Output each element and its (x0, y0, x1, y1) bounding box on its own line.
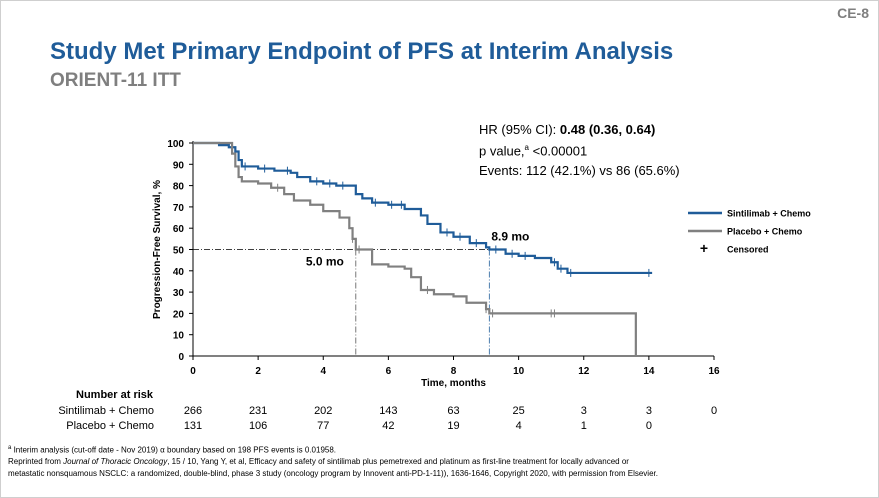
y-tick-label: 0 (178, 352, 184, 363)
x-tick-label: 8 (451, 366, 457, 377)
risk-cell: 0 (710, 405, 718, 417)
y-tick-label: 80 (173, 182, 185, 193)
median-label-placebo: 5.0 mo (306, 255, 344, 269)
footnote-2-rest: , 15 / 10, Yang Y, et al, Efficacy and s… (167, 457, 629, 466)
events-line: Events: 112 (42.1%) vs 86 (65.6%) (479, 163, 680, 178)
risk-cell: 25 (512, 405, 525, 417)
y-tick-label: 70 (173, 203, 185, 214)
footnote-1-text: Interim analysis (cut-off date - Nov 201… (13, 445, 337, 455)
x-tick-label: 14 (643, 366, 655, 377)
footnote-2-lead: Reprinted from (8, 457, 64, 466)
risk-row-label: Sintilimab + Chemo (58, 405, 154, 417)
hr-label: HR (95% CI): (479, 122, 560, 137)
footnote-1-marker: a (8, 445, 12, 451)
footnote-1: a Interim analysis (cut-off date - Nov 2… (8, 445, 336, 455)
p-superscript: a (524, 143, 529, 152)
page-subtitle: ORIENT-11 ITT (50, 70, 181, 91)
hazard-ratio-line: HR (95% CI): 0.48 (0.36, 0.64) (479, 122, 655, 137)
risk-cell: 143 (379, 405, 398, 417)
y-axis-label: Progression-Free Survival, % (152, 180, 163, 319)
sintilimab-curve (193, 141, 653, 275)
x-tick-label: 4 (320, 366, 326, 377)
x-tick-label: 12 (578, 366, 590, 377)
risk-cell: 77 (317, 420, 330, 432)
placebo-curve (193, 141, 637, 356)
risk-cell: 42 (382, 420, 395, 432)
legend-censored-marker: + (700, 240, 708, 256)
p-value-line: p value,a <0.00001 (479, 143, 587, 158)
y-tick-label: 10 (173, 331, 185, 342)
p-value: <0.00001 (529, 143, 588, 159)
y-tick-label: 50 (173, 246, 185, 257)
risk-cell: 63 (447, 405, 460, 417)
x-tick-label: 16 (708, 366, 720, 377)
y-tick-label: 30 (173, 288, 185, 299)
y-tick-label: 100 (167, 139, 184, 150)
y-tick-label: 20 (173, 309, 185, 320)
risk-cell: 3 (645, 405, 652, 417)
x-tick-label: 6 (386, 366, 392, 377)
risk-table-title: Number at risk (76, 389, 154, 401)
hr-value: 0.48 (0.36, 0.64) (559, 122, 656, 137)
risk-cell: 106 (248, 420, 268, 432)
median-label-sintilimab: 8.9 mo (491, 230, 529, 244)
p-label: p value, (479, 143, 525, 159)
x-tick-label: 0 (190, 366, 196, 377)
legend-label-placebo: Placebo + Chemo (727, 227, 803, 237)
risk-cell: 0 (645, 420, 652, 432)
risk-cell: 202 (314, 405, 333, 417)
footnote-3: metastatic nonsquamous NSCLC: a randomiz… (8, 469, 658, 478)
risk-cell: 1 (580, 420, 587, 432)
risk-cell: 4 (515, 420, 522, 432)
legend-label-sintilimab: Sintilimab + Chemo (727, 209, 811, 219)
page-title: Study Met Primary Endpoint of PFS at Int… (50, 38, 674, 65)
risk-cell: 131 (183, 420, 203, 432)
footnote-2: Reprinted from Journal of Thoracic Oncol… (8, 457, 629, 466)
x-tick-label: 2 (255, 366, 261, 377)
risk-cell: 231 (248, 405, 268, 417)
risk-row-label: Placebo + Chemo (66, 420, 154, 432)
risk-cell: 19 (447, 420, 460, 432)
x-tick-label: 10 (513, 366, 525, 377)
y-tick-label: 40 (173, 267, 185, 278)
x-axis-label: Time, months (421, 378, 486, 389)
y-tick-label: 90 (173, 160, 185, 171)
footnote-2-journal: Journal of Thoracic Oncology (63, 457, 168, 466)
legend-label-censored: Censored (727, 245, 769, 255)
risk-cell: 266 (183, 405, 203, 417)
y-tick-label: 60 (173, 224, 185, 235)
risk-cell: 3 (580, 405, 587, 417)
slide-id: CE-8 (837, 5, 869, 21)
